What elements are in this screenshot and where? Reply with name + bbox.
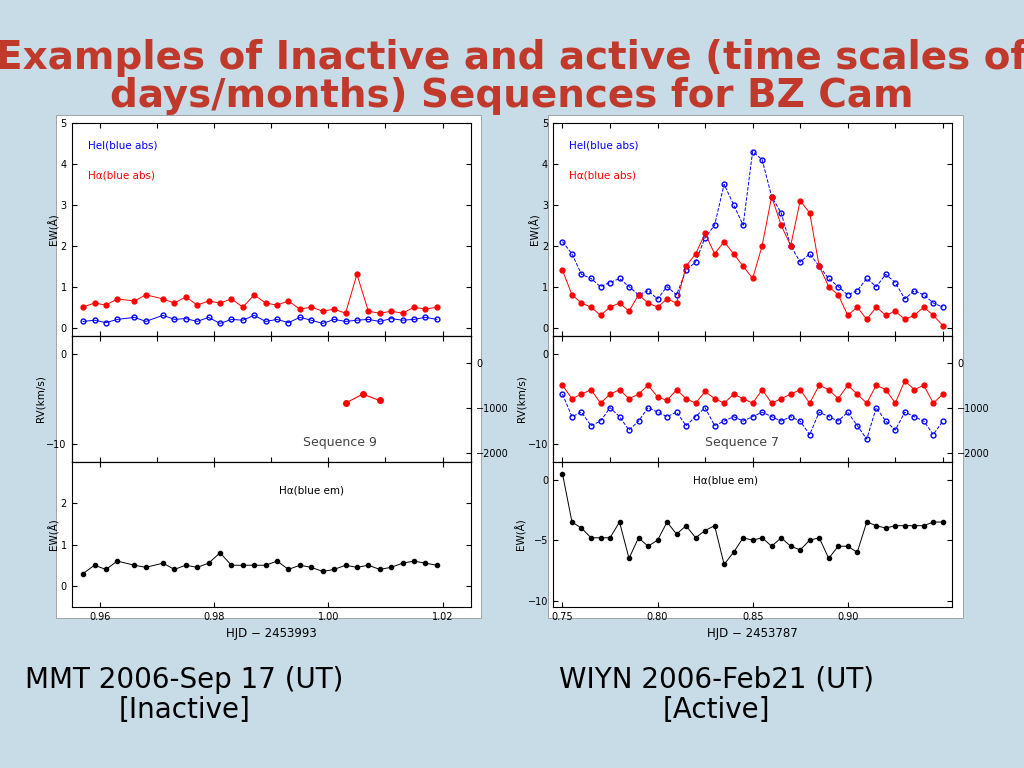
Text: [Active]: [Active] — [664, 697, 770, 724]
Text: MMT 2006-Sep 17 (UT): MMT 2006-Sep 17 (UT) — [26, 666, 343, 694]
Y-axis label: EW(Å): EW(Å) — [48, 214, 59, 245]
Text: [Inactive]: [Inactive] — [119, 697, 250, 724]
Text: Sequence 7: Sequence 7 — [705, 436, 778, 449]
X-axis label: HJD − 2453993: HJD − 2453993 — [226, 627, 316, 641]
Text: Sequence 9: Sequence 9 — [303, 436, 377, 449]
Text: Hα(blue abs): Hα(blue abs) — [88, 170, 155, 180]
Text: Hα(blue abs): Hα(blue abs) — [569, 170, 636, 180]
Text: HeI(blue abs): HeI(blue abs) — [88, 141, 157, 151]
Y-axis label: EW(Å): EW(Å) — [515, 518, 526, 550]
Text: days/months) Sequences for BZ Cam: days/months) Sequences for BZ Cam — [111, 77, 913, 115]
Y-axis label: RV(km/s): RV(km/s) — [35, 376, 45, 422]
Text: WIYN 2006-Feb21 (UT): WIYN 2006-Feb21 (UT) — [559, 666, 874, 694]
Y-axis label: EW(Å): EW(Å) — [48, 518, 59, 550]
Text: Hα(blue em): Hα(blue em) — [692, 475, 758, 485]
Y-axis label: RV(km/s): RV(km/s) — [516, 376, 526, 422]
X-axis label: HJD − 2453787: HJD − 2453787 — [708, 627, 798, 641]
Text: HeI(blue abs): HeI(blue abs) — [569, 141, 638, 151]
Text: Hα(blue em): Hα(blue em) — [280, 485, 344, 495]
Text: Examples of Inactive and active (time scales of: Examples of Inactive and active (time sc… — [0, 38, 1024, 77]
Y-axis label: EW(Å): EW(Å) — [529, 214, 541, 245]
